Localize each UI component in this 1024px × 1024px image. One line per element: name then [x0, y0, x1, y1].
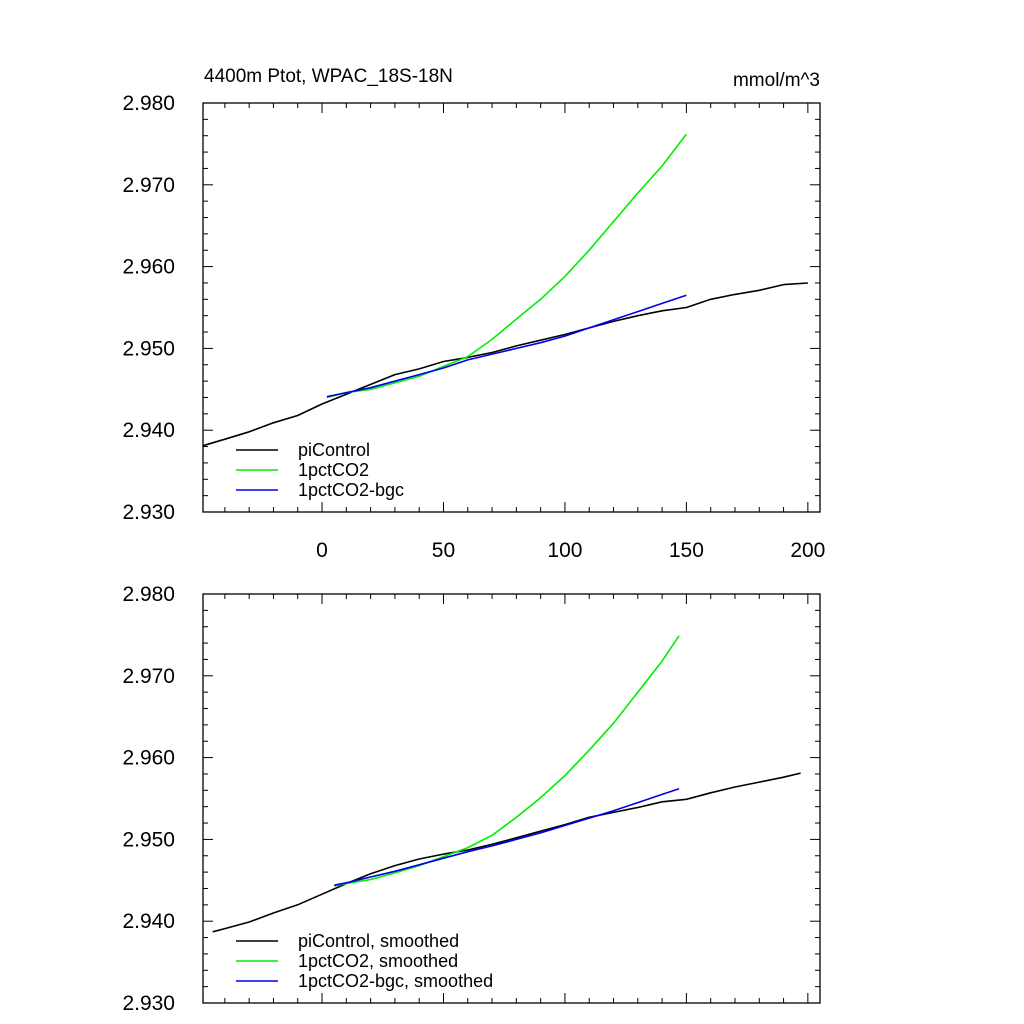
x-tick-label: 100: [547, 539, 582, 562]
y-tick-label: 2.930: [122, 992, 175, 1015]
panel-title: 4400m Ptot, WPAC_18S-18N: [204, 66, 453, 87]
legend-label: 1pctCO2, smoothed: [298, 951, 458, 971]
y-tick-label: 2.960: [122, 256, 175, 279]
y-tick-label: 2.980: [122, 92, 175, 115]
y-tick-label: 2.950: [122, 337, 175, 360]
y-tick-label: 2.960: [122, 747, 175, 770]
y-tick-label: 2.930: [122, 501, 175, 524]
y-tick-label: 2.940: [122, 910, 175, 933]
y-tick-label: 2.970: [122, 174, 175, 197]
y-tick-label: 2.940: [122, 419, 175, 442]
series-line-1pctco2-smoothed: [334, 635, 680, 887]
x-tick-label: 150: [669, 539, 704, 562]
legend-label: piControl: [298, 440, 370, 460]
plot-frame: [202, 593, 821, 1004]
x-tick-label: 200: [790, 539, 825, 562]
legend-label: 1pctCO2-bgc, smoothed: [298, 971, 493, 991]
plot-frame: [202, 102, 821, 513]
legend-label: piControl, smoothed: [298, 931, 459, 951]
units-label: mmol/m^3: [733, 70, 820, 91]
y-tick-label: 2.970: [122, 665, 175, 688]
x-tick-label: 0: [316, 539, 328, 562]
legend-label: 1pctCO2-bgc: [298, 480, 404, 500]
series-line-1pctco2-bgc-smoothed: [334, 787, 680, 886]
legend-label: 1pctCO2: [298, 460, 369, 480]
top-panel: 4400m Ptot, WPAC_18S-18N mmol/m^3 2.930 2…: [122, 66, 825, 562]
bottom-panel: 2.930 2.940 2.950 2.960 2.970 2.980 piControl…: [122, 583, 821, 1015]
series-line-1pctco2: [326, 133, 688, 399]
x-tick-label: 50: [432, 539, 455, 562]
y-tick-label: 2.950: [122, 828, 175, 851]
series-line-1pctco2-bgc: [326, 294, 687, 398]
y-tick-label: 2.980: [122, 583, 175, 606]
series-line-picontrol: [202, 282, 808, 447]
series-line-picontrol-smoothed: [212, 772, 801, 933]
